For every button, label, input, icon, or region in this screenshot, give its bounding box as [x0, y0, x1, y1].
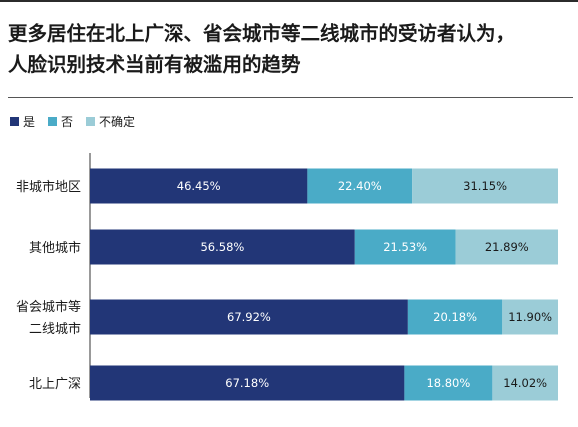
- chart-title: 更多居住在北上广深、省会城市等二线城市的受访者认为， 人脸识别技术当前有被滥用的…: [8, 18, 573, 80]
- legend-swatch-no: [48, 116, 58, 126]
- legend-label-unsure: 不确定: [99, 114, 136, 129]
- data-label-unsure-provincial-capital: 11.90%: [508, 310, 552, 324]
- category-label-provincial-capital: 省会城市等二线城市: [16, 299, 81, 337]
- bar-segment-unsure-other-city: [455, 229, 558, 265]
- data-label-unsure-other-city: 21.89%: [485, 240, 529, 254]
- bar-segment-unsure-tier1: [492, 365, 558, 401]
- bar-segment-yes-non-city: [90, 168, 308, 204]
- legend-item-unsure: 不确定: [86, 113, 135, 130]
- bar-segment-unsure-non-city: [412, 168, 558, 204]
- category-label-non-city: 非城市地区: [16, 179, 81, 195]
- category-label-line: 二线城市: [29, 321, 81, 337]
- legend-label-no: 否: [61, 114, 74, 129]
- data-label-no-tier1: 18.80%: [426, 376, 470, 390]
- data-label-yes-tier1: 67.18%: [225, 376, 269, 390]
- legend-swatch-unsure: [86, 116, 96, 126]
- category-label-line: 北上广深: [29, 377, 81, 392]
- data-label-yes-provincial-capital: 67.92%: [227, 310, 271, 324]
- top-rule: [0, 0, 578, 2]
- data-label-unsure-tier1: 14.02%: [503, 376, 547, 390]
- title-divider: [8, 97, 573, 98]
- bar-segment-no-other-city: [354, 229, 456, 265]
- bar-segment-unsure-provincial-capital: [502, 299, 558, 335]
- chart-title-line2: 人脸识别技术当前有被滥用的趋势: [8, 53, 301, 76]
- legend-item-yes: 是: [10, 113, 35, 130]
- legend: 是 否 不确定: [10, 113, 148, 129]
- data-label-no-other-city: 21.53%: [383, 240, 427, 254]
- category-label-line: 省会城市等: [16, 299, 81, 315]
- bar-segment-no-non-city: [307, 168, 413, 204]
- data-label-no-provincial-capital: 20.18%: [433, 310, 477, 324]
- legend-label-yes: 是: [23, 114, 36, 129]
- data-label-no-non-city: 22.40%: [338, 179, 382, 193]
- legend-swatch-yes: [10, 116, 19, 126]
- bar-segment-yes-tier1: [90, 365, 405, 401]
- chart-title-line1: 更多居住在北上广深、省会城市等二线城市的受访者认为，: [8, 22, 516, 45]
- bar-segment-yes-provincial-capital: [90, 299, 408, 335]
- category-label-tier1: 北上广深: [29, 377, 81, 392]
- category-label-other-city: 其他城市: [29, 240, 81, 256]
- bar-segment-yes-other-city: [90, 229, 355, 265]
- data-label-unsure-non-city: 31.15%: [463, 179, 507, 193]
- data-label-yes-other-city: 56.58%: [200, 240, 244, 254]
- category-label-line: 非城市地区: [16, 179, 81, 195]
- category-label-line: 其他城市: [29, 240, 81, 256]
- bar-segment-no-tier1: [404, 365, 493, 401]
- bar-segment-no-provincial-capital: [407, 299, 503, 335]
- data-label-yes-non-city: 46.45%: [177, 179, 221, 193]
- legend-item-no: 否: [48, 113, 73, 130]
